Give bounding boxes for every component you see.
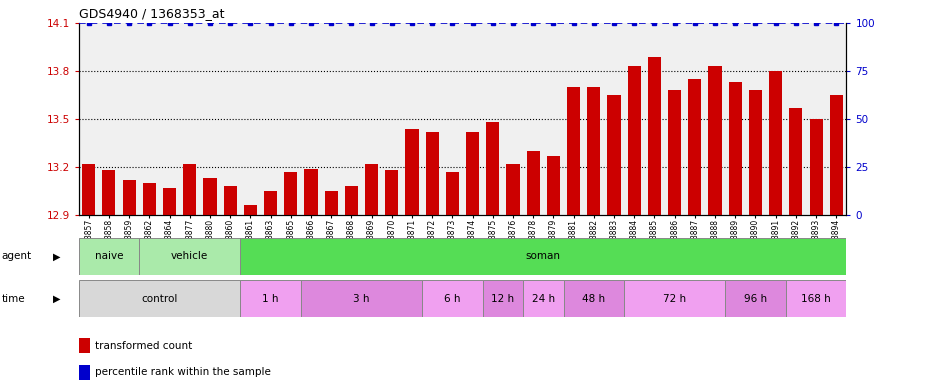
Bar [224, 186, 237, 215]
Text: ▶: ▶ [53, 293, 60, 304]
Text: ▶: ▶ [53, 251, 60, 262]
Bar [365, 164, 378, 215]
Bar [628, 66, 641, 215]
Text: naive: naive [94, 251, 123, 262]
Bar [240, 238, 846, 275]
Bar [608, 95, 621, 215]
Bar [163, 188, 176, 215]
Bar [142, 183, 156, 215]
Bar [446, 172, 459, 215]
Bar [264, 191, 278, 215]
Bar [301, 280, 422, 317]
Bar [563, 280, 624, 317]
Bar [729, 82, 742, 215]
Text: control: control [142, 293, 178, 304]
Bar [769, 71, 783, 215]
Bar [204, 178, 216, 215]
Bar [82, 164, 95, 215]
Text: 96 h: 96 h [744, 293, 767, 304]
Bar [426, 132, 438, 215]
Text: agent: agent [2, 251, 32, 262]
Bar [487, 122, 500, 215]
Bar [466, 132, 479, 215]
Bar [830, 95, 843, 215]
Text: vehicle: vehicle [171, 251, 208, 262]
Bar [709, 66, 722, 215]
Bar [624, 280, 725, 317]
Bar [79, 280, 240, 317]
Bar [422, 280, 483, 317]
Bar [103, 170, 116, 215]
Text: 6 h: 6 h [444, 293, 461, 304]
Bar [587, 87, 600, 215]
Text: GDS4940 / 1368353_at: GDS4940 / 1368353_at [79, 7, 224, 20]
Bar [789, 108, 802, 215]
Text: percentile rank within the sample: percentile rank within the sample [95, 367, 271, 377]
Bar [785, 280, 846, 317]
Bar [749, 90, 762, 215]
Bar [405, 129, 418, 215]
Bar [483, 280, 524, 317]
Bar [567, 87, 580, 215]
Bar [725, 280, 785, 317]
Bar [304, 169, 317, 215]
Text: 24 h: 24 h [532, 293, 555, 304]
Bar [240, 280, 301, 317]
Text: 3 h: 3 h [353, 293, 370, 304]
Text: time: time [2, 293, 26, 304]
Text: 48 h: 48 h [582, 293, 605, 304]
Text: transformed count: transformed count [95, 341, 192, 351]
Text: soman: soman [525, 251, 561, 262]
Bar [140, 238, 240, 275]
Bar [526, 151, 540, 215]
Bar [284, 172, 297, 215]
Bar [79, 238, 140, 275]
Bar [507, 164, 520, 215]
Bar [385, 170, 399, 215]
Bar [123, 180, 136, 215]
Text: 168 h: 168 h [801, 293, 831, 304]
Text: 12 h: 12 h [491, 293, 514, 304]
Bar [345, 186, 358, 215]
Text: 72 h: 72 h [663, 293, 686, 304]
Bar [244, 205, 257, 215]
Bar [547, 156, 560, 215]
Bar [668, 90, 681, 215]
Bar [648, 56, 661, 215]
Text: 1 h: 1 h [263, 293, 278, 304]
Bar [325, 191, 338, 215]
Bar [688, 79, 701, 215]
Bar [809, 119, 822, 215]
Bar [524, 280, 563, 317]
Bar [183, 164, 196, 215]
